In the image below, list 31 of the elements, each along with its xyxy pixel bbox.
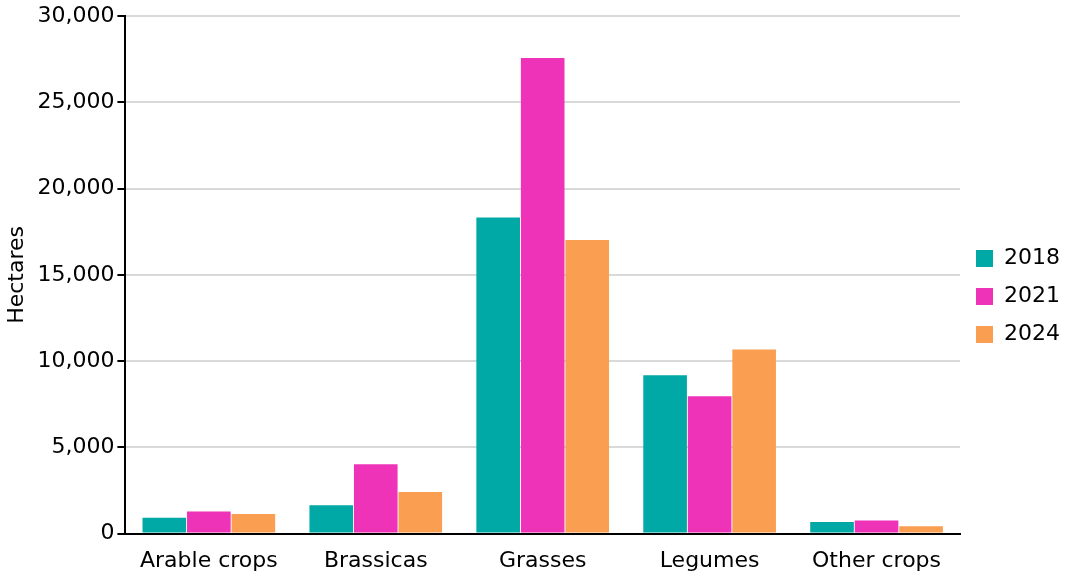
bar: [142, 517, 187, 533]
bar: [231, 514, 276, 533]
legend-label: 2021: [1004, 282, 1061, 308]
y-tick-label: 5,000: [51, 433, 115, 459]
bar: [810, 522, 854, 533]
y-tick-label: 10,000: [37, 346, 115, 372]
bar: [353, 464, 398, 533]
x-tick-label: Arable crops: [139, 546, 278, 572]
y-tick-label: 30,000: [37, 1, 115, 27]
bar: [398, 492, 443, 533]
bar: [899, 526, 943, 533]
y-tick-label: 20,000: [37, 174, 115, 200]
x-tick-label: Other crops: [812, 546, 942, 572]
legend-label: 2018: [1004, 244, 1061, 270]
x-tick-label: Grasses: [498, 546, 587, 572]
y-tick-label: 0: [100, 519, 115, 545]
y-axis-title: Hectares: [2, 225, 28, 324]
x-tick-label: Legumes: [659, 546, 760, 572]
bar: [565, 239, 610, 533]
bar: [732, 349, 776, 533]
x-tick-label: Brassicas: [323, 546, 428, 572]
y-tick-label: 15,000: [37, 260, 115, 286]
bar: [854, 520, 899, 533]
bar: [643, 375, 687, 533]
y-tick-label: 25,000: [37, 88, 115, 114]
bar: [309, 505, 354, 533]
bar: [187, 511, 231, 533]
bar: [520, 58, 565, 533]
legend-label: 2024: [1004, 320, 1061, 346]
bar: [687, 396, 732, 533]
bar: [476, 217, 520, 533]
